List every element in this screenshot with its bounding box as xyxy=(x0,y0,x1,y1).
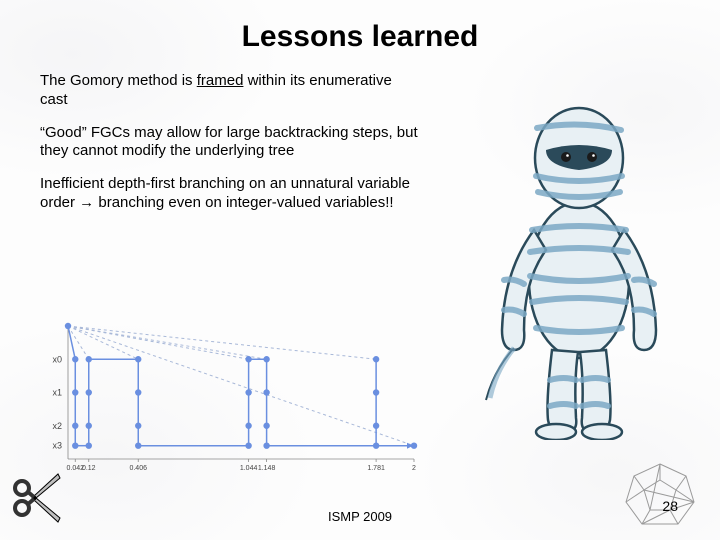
slide: Lessons learned The Gomory method is fra… xyxy=(0,0,720,540)
svg-text:2: 2 xyxy=(412,465,416,472)
page-number: 28 xyxy=(662,498,678,514)
svg-text:1.781: 1.781 xyxy=(367,465,385,472)
mummy-svg xyxy=(474,80,684,440)
mummy-illustration xyxy=(474,80,684,440)
svg-text:x1: x1 xyxy=(52,388,62,398)
tree-chart-svg: x0x1x2x30.0420.120.4061.0441.1481.7812 xyxy=(40,322,420,477)
svg-text:0.12: 0.12 xyxy=(82,465,96,472)
svg-text:0.406: 0.406 xyxy=(129,465,147,472)
bullet-1-pre: The Gomory method is xyxy=(40,72,197,89)
svg-text:1.044: 1.044 xyxy=(240,465,258,472)
page-title: Lessons learned xyxy=(40,20,680,54)
bullet-2: “Good” FGCs may allow for large backtrac… xyxy=(40,124,420,162)
tree-chart: x0x1x2x30.0420.120.4061.0441.1481.7812 xyxy=(40,322,420,477)
svg-text:x3: x3 xyxy=(52,441,62,451)
svg-text:1.148: 1.148 xyxy=(258,465,276,472)
bullet-3: Inefficient depth-first branching on an … xyxy=(40,175,420,213)
bullet-1: The Gomory method is framed within its e… xyxy=(40,72,420,110)
footer-text: ISMP 2009 xyxy=(0,509,720,524)
svg-text:x2: x2 xyxy=(52,421,62,431)
svg-text:x0: x0 xyxy=(52,354,62,364)
bullet-1-underlined: framed xyxy=(197,72,244,89)
